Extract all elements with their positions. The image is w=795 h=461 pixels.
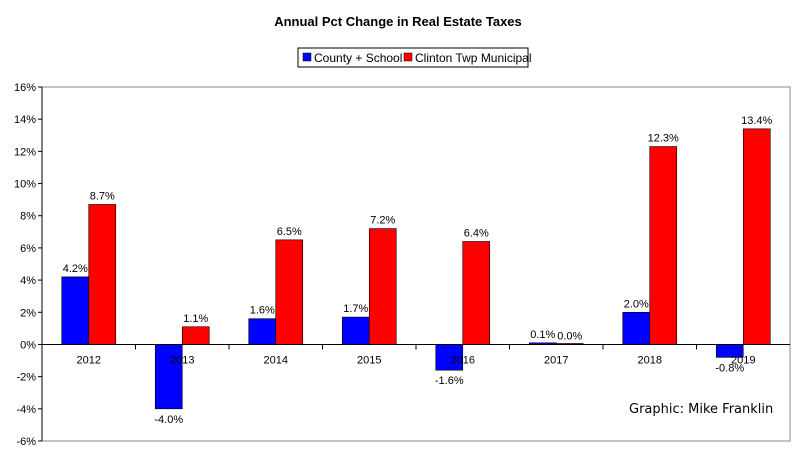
x-tick-label: 2018 <box>638 354 662 366</box>
y-tick-label: -4% <box>16 404 36 416</box>
y-tick-label: 2% <box>20 307 36 319</box>
data-label-county-school: 2.0% <box>624 298 649 310</box>
data-label-county-school: -0.8% <box>715 362 744 374</box>
bar-county-school-2018 <box>622 311 651 345</box>
bar-clinton-twp-2015 <box>368 228 397 345</box>
bar-clinton-twp-2014 <box>275 239 304 345</box>
y-tick-label: 8% <box>20 211 36 223</box>
y-tick-label: -6% <box>16 436 36 448</box>
data-label-clinton-twp: 6.4% <box>464 227 489 239</box>
bar-county-school-2012 <box>61 276 90 345</box>
y-tick-label: 16% <box>14 82 36 94</box>
legend-box <box>297 47 529 68</box>
x-tick-label: 2013 <box>170 354 194 366</box>
x-tick-label: 2017 <box>544 354 568 366</box>
data-label-county-school: 1.7% <box>343 303 368 315</box>
x-tick-label: 2015 <box>357 354 381 366</box>
legend-label-clinton-twp: Clinton Twp Municipal <box>415 51 532 65</box>
data-label-county-school: 0.1% <box>530 329 555 341</box>
legend-label-county-school: County + School <box>314 51 402 65</box>
bar-county-school-2014 <box>248 318 277 345</box>
data-label-clinton-twp: 7.2% <box>370 215 395 227</box>
data-label-clinton-twp: 6.5% <box>277 226 302 238</box>
data-label-clinton-twp: 12.3% <box>648 133 679 145</box>
bar-county-school-2013 <box>154 344 183 410</box>
y-tick-label: -2% <box>16 372 36 384</box>
y-axis: -6% -4% -2% 0% 2% 4% 6% 8% 10% 12% 14% 16% <box>14 82 42 448</box>
bar-county-school-2015 <box>341 316 370 345</box>
y-tick-label: 12% <box>14 146 36 158</box>
chart-title: Annual Pct Change in Real Estate Taxes <box>274 14 522 29</box>
data-label-clinton-twp: 1.1% <box>183 313 208 325</box>
legend-swatch-county-school <box>302 52 312 62</box>
data-labels: 4.2% 8.7% -4.0% 1.1% 1.6% 6.5% 1.7% 7.2% -1.6% 6.… <box>63 115 773 426</box>
bar-clinton-twp-2013 <box>181 326 210 345</box>
legend: County + School Clinton Twp Municipal <box>297 47 532 68</box>
bars-layer <box>61 128 771 410</box>
legend-swatch-clinton-twp <box>403 52 413 62</box>
y-tick-label: 10% <box>14 179 36 191</box>
x-tick-label: 2014 <box>264 354 288 366</box>
bar-clinton-twp-2012 <box>88 204 117 345</box>
data-label-county-school: 4.2% <box>63 263 88 275</box>
x-tick-label: 2012 <box>77 354 101 366</box>
bar-clinton-twp-2019 <box>742 128 771 345</box>
y-tick-label: 6% <box>20 243 36 255</box>
data-label-clinton-twp: 13.4% <box>741 115 772 127</box>
data-label-county-school: 1.6% <box>250 305 275 317</box>
credit-annotation: Graphic: Mike Franklin <box>629 402 773 417</box>
data-label-county-school: -4.0% <box>154 414 183 426</box>
data-label-county-school: -1.6% <box>435 375 464 387</box>
y-tick-label: 4% <box>20 275 36 287</box>
y-tick-label: 14% <box>14 114 36 126</box>
bar-clinton-twp-2016 <box>462 241 491 345</box>
bar-clinton-twp-2018 <box>649 146 678 345</box>
x-tick-label: 2016 <box>451 354 475 366</box>
x-axis: 2012 2013 2014 2015 2016 2017 2018 2019 <box>77 344 755 366</box>
data-label-clinton-twp: 8.7% <box>90 190 115 202</box>
y-tick-label: 0% <box>20 339 36 351</box>
data-label-clinton-twp: 0.0% <box>557 330 582 342</box>
x-tick-label: 2019 <box>731 354 755 366</box>
